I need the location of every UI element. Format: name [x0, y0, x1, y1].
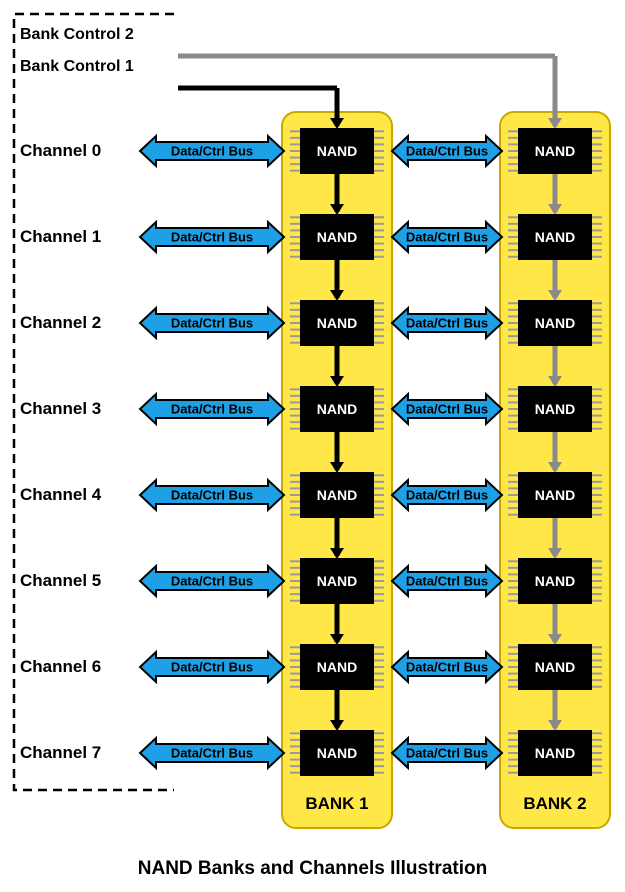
nand-ch2-bank1-label: NAND: [317, 315, 357, 331]
nand-ch0-bank1: NAND: [290, 128, 384, 174]
nand-ch0-bank2-label: NAND: [535, 143, 575, 159]
nand-ch2-bank2: NAND: [508, 300, 602, 346]
bus-ch0-bank2-label: Data/Ctrl Bus: [406, 144, 488, 159]
channel-label-6: Channel 6: [20, 657, 130, 677]
bus-ch1-bank2-label: Data/Ctrl Bus: [406, 230, 488, 245]
nand-ch6-bank2-label: NAND: [535, 659, 575, 675]
nand-ch0-bank1-label: NAND: [317, 143, 357, 159]
nand-ch6-bank1: NAND: [290, 644, 384, 690]
nand-ch1-bank1: NAND: [290, 214, 384, 260]
bank-control-1-label: Bank Control 1: [20, 58, 134, 76]
nand-ch1-bank2: NAND: [508, 214, 602, 260]
bus-ch7-bank1: Data/Ctrl Bus: [140, 738, 284, 768]
diagram-caption: NAND Banks and Channels Illustration: [0, 858, 625, 880]
bus-ch0-bank1: Data/Ctrl Bus: [140, 136, 284, 166]
bus-ch0-bank2: Data/Ctrl Bus: [392, 136, 502, 166]
bus-ch1-bank1: Data/Ctrl Bus: [140, 222, 284, 252]
nand-ch4-bank2: NAND: [508, 472, 602, 518]
bus-ch3-bank2-label: Data/Ctrl Bus: [406, 402, 488, 417]
channel-label-7: Channel 7: [20, 743, 130, 763]
bus-ch6-bank1: Data/Ctrl Bus: [140, 652, 284, 682]
bus-ch4-bank1: Data/Ctrl Bus: [140, 480, 284, 510]
nand-ch3-bank1: NAND: [290, 386, 384, 432]
nand-ch5-bank2: NAND: [508, 558, 602, 604]
bus-ch4-bank2: Data/Ctrl Bus: [392, 480, 502, 510]
bus-ch6-bank2: Data/Ctrl Bus: [392, 652, 502, 682]
channel-label-0: Channel 0: [20, 141, 130, 161]
bank2-label: BANK 2: [500, 794, 610, 814]
bus-ch4-bank2-label: Data/Ctrl Bus: [406, 488, 488, 503]
nand-ch3-bank2-label: NAND: [535, 401, 575, 417]
nand-ch4-bank1-label: NAND: [317, 487, 357, 503]
nand-ch6-bank1-label: NAND: [317, 659, 357, 675]
bus-ch6-bank1-label: Data/Ctrl Bus: [171, 660, 253, 675]
bus-ch3-bank1-label: Data/Ctrl Bus: [171, 402, 253, 417]
nand-ch6-bank2: NAND: [508, 644, 602, 690]
nand-ch2-bank1: NAND: [290, 300, 384, 346]
channel-label-4: Channel 4: [20, 485, 130, 505]
bus-ch6-bank2-label: Data/Ctrl Bus: [406, 660, 488, 675]
nand-ch7-bank1: NAND: [290, 730, 384, 776]
nand-ch3-bank1-label: NAND: [317, 401, 357, 417]
channel-label-5: Channel 5: [20, 571, 130, 591]
nand-ch4-bank1: NAND: [290, 472, 384, 518]
bus-ch3-bank1: Data/Ctrl Bus: [140, 394, 284, 424]
bus-ch0-bank1-label: Data/Ctrl Bus: [171, 144, 253, 159]
bus-ch2-bank1: Data/Ctrl Bus: [140, 308, 284, 338]
bus-ch5-bank2: Data/Ctrl Bus: [392, 566, 502, 596]
nand-ch3-bank2: NAND: [508, 386, 602, 432]
nand-ch5-bank1: NAND: [290, 558, 384, 604]
nand-ch7-bank2-label: NAND: [535, 745, 575, 761]
nand-ch5-bank1-label: NAND: [317, 573, 357, 589]
bus-ch1-bank2: Data/Ctrl Bus: [392, 222, 502, 252]
bus-ch7-bank1-label: Data/Ctrl Bus: [171, 746, 253, 761]
nand-ch1-bank1-label: NAND: [317, 229, 357, 245]
nand-ch5-bank2-label: NAND: [535, 573, 575, 589]
channel-label-3: Channel 3: [20, 399, 130, 419]
nand-ch7-bank2: NAND: [508, 730, 602, 776]
nand-ch2-bank2-label: NAND: [535, 315, 575, 331]
bank-control-2-label: Bank Control 2: [20, 26, 134, 44]
bus-ch2-bank2-label: Data/Ctrl Bus: [406, 316, 488, 331]
bus-ch5-bank2-label: Data/Ctrl Bus: [406, 574, 488, 589]
nand-ch0-bank2: NAND: [508, 128, 602, 174]
bus-ch4-bank1-label: Data/Ctrl Bus: [171, 488, 253, 503]
bank1-label: BANK 1: [282, 794, 392, 814]
bus-ch1-bank1-label: Data/Ctrl Bus: [171, 230, 253, 245]
bus-ch5-bank1-label: Data/Ctrl Bus: [171, 574, 253, 589]
bus-ch7-bank2: Data/Ctrl Bus: [392, 738, 502, 768]
nand-ch4-bank2-label: NAND: [535, 487, 575, 503]
channel-label-2: Channel 2: [20, 313, 130, 333]
bank1-column: [282, 112, 392, 828]
bus-ch7-bank2-label: Data/Ctrl Bus: [406, 746, 488, 761]
bus-ch5-bank1: Data/Ctrl Bus: [140, 566, 284, 596]
bank2-column: [500, 112, 610, 828]
nand-ch7-bank1-label: NAND: [317, 745, 357, 761]
bus-ch2-bank1-label: Data/Ctrl Bus: [171, 316, 253, 331]
channel-label-1: Channel 1: [20, 227, 130, 247]
bus-ch3-bank2: Data/Ctrl Bus: [392, 394, 502, 424]
nand-ch1-bank2-label: NAND: [535, 229, 575, 245]
bus-ch2-bank2: Data/Ctrl Bus: [392, 308, 502, 338]
